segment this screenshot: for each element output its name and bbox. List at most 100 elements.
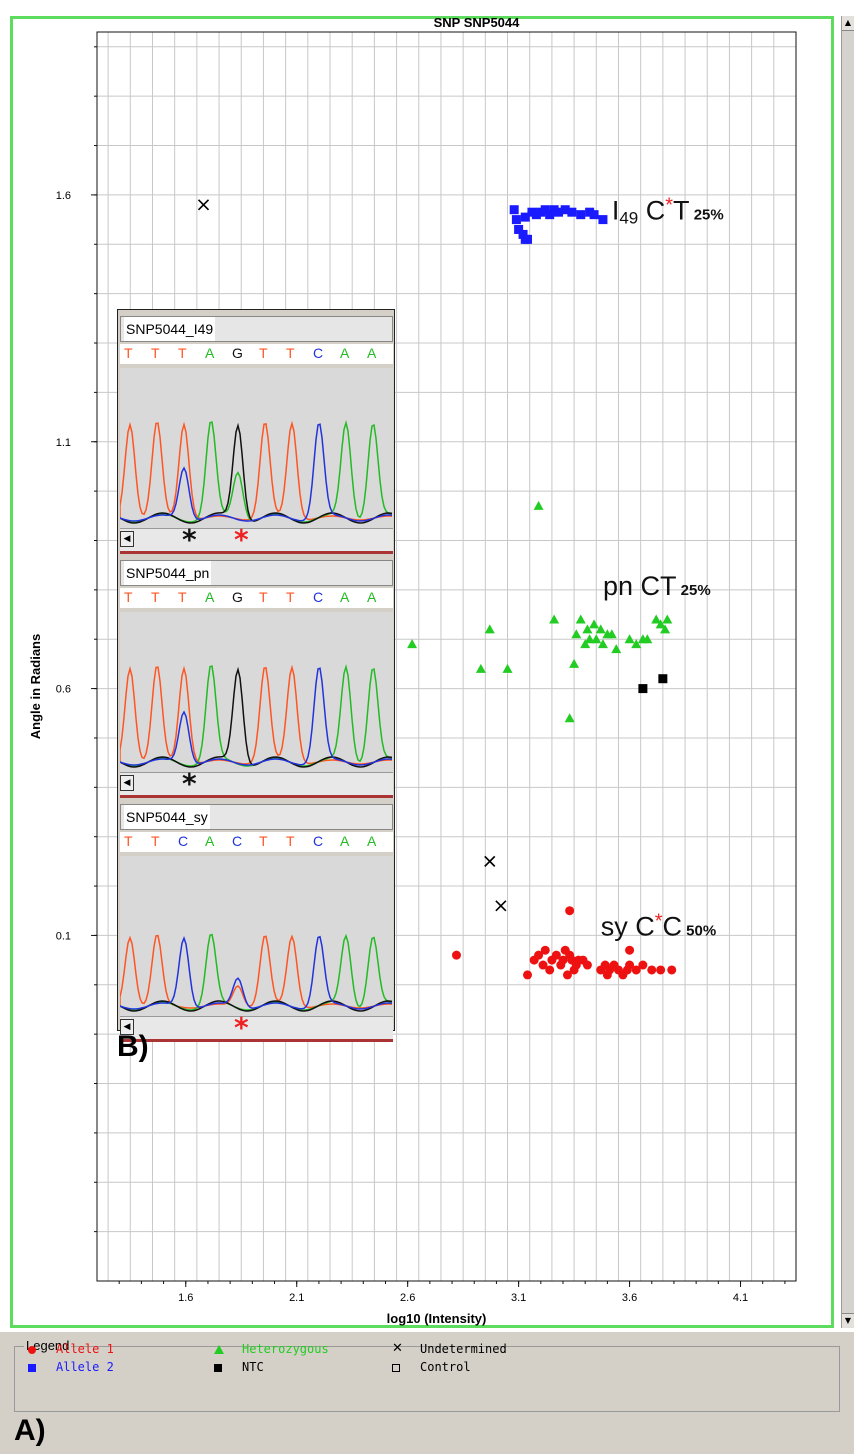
chart-title: SNP SNP5044 [434,15,521,30]
data-point-allele-1 [625,945,635,955]
sample-name-field: SNP5044_I49 [120,316,393,342]
plot-area-border [96,31,797,1282]
data-point-ntc [658,674,668,684]
x-tick-label: 4.1 [733,1292,748,1304]
x-tick-label: 2.1 [289,1292,304,1304]
y-tick-label: 0.6 [56,684,71,696]
data-point-heterozygous [611,644,622,654]
data-point-heterozygous [582,624,593,634]
data-point-allele-1 [551,950,561,960]
base-call: A [340,589,350,605]
base-call: T [178,589,187,605]
legend-label: Heterozygous [242,1342,329,1356]
legend-marker-x-icon: ✕ [392,1341,403,1356]
legend-label: Undetermined [420,1342,507,1356]
base-call: A [205,589,215,605]
data-point-heterozygous [631,639,642,649]
legend-label: Allele 2 [56,1360,114,1374]
data-point-heterozygous [595,624,606,634]
data-point-heterozygous [571,629,582,639]
base-call: C [313,345,324,361]
base-call: A [340,833,350,849]
legend-label: Allele 1 [56,1342,114,1356]
y-tick-label: 0.1 [56,930,71,942]
vertical-scrollbar[interactable]: ▲ ▼ [841,16,854,1328]
data-point-heterozygous [533,500,544,510]
chromatogram-panel: SNP5044_sy T T C A C T T C A A ◀ * [119,804,393,1044]
base-call: C [178,833,189,849]
data-point-ntc [638,684,648,694]
data-point-heterozygous [642,634,653,644]
trace-scroll-row: ◀ * * [120,523,393,556]
trace-svg [119,664,393,768]
base-call: T [151,833,160,849]
trace-svg [119,933,393,1012]
panel-separator [120,795,393,798]
panel-b-label: B) [117,1030,149,1063]
data-point-heterozygous [651,614,662,624]
data-point-allele-2 [511,215,521,225]
sample-name-field: SNP5044_sy [120,804,393,830]
data-point-heterozygous [655,619,666,629]
data-point-allele-2 [522,234,532,244]
scroll-left-arrow-icon[interactable]: ◀ [120,531,134,547]
legend-marker-circle-icon [28,1346,36,1354]
x-axis-title: log10 (Intensity) [387,1311,487,1326]
chromatogram-trace [119,368,393,528]
data-point-heterozygous [549,614,560,624]
data-point-allele-1 [631,965,641,975]
scroll-left-arrow-icon[interactable]: ◀ [120,775,134,791]
scroll-left-arrow-icon[interactable]: ◀ [120,1019,134,1035]
data-point-undetermined [484,855,496,867]
data-point-allele-2 [567,207,577,217]
legend-area: Legend Allele 1 Allele 2 Heterozygous NTC ✕ U… [0,1332,854,1454]
x-tick-label: 3.6 [622,1292,637,1304]
data-point-allele-1 [625,960,635,970]
base-call: A [340,345,350,361]
base-call: A [367,589,377,605]
data-point-allele-1 [638,960,648,970]
scroll-down-arrow-icon[interactable]: ▼ [842,1313,854,1328]
data-point-allele-1 [522,970,532,980]
data-point-allele-2 [589,210,599,220]
legend-box [14,1346,840,1412]
data-point-allele-1 [538,960,548,970]
data-point-allele-1 [565,906,575,916]
chromatogram-trace [119,612,393,772]
base-call: G [232,589,243,605]
data-point-heterozygous [407,639,418,649]
data-point-allele-1 [656,965,666,975]
data-point-allele-1 [534,950,544,960]
base-call: A [205,833,215,849]
base-call: T [124,833,133,849]
data-point-heterozygous [584,634,595,644]
genotype-label-sy: sy C*C 50% [601,910,717,941]
trace-line-c [119,423,393,522]
data-point-undetermined [495,900,507,912]
base-call: C [232,833,243,849]
data-point-undetermined [197,199,210,211]
base-call: T [259,833,268,849]
data-point-heterozygous [580,639,591,649]
base-call: T [124,345,133,361]
legend-label: NTC [242,1360,264,1374]
trace-line-a [119,664,393,767]
trace-line-a [119,420,393,523]
panel-a-label: A) [14,1414,46,1447]
scroll-up-arrow-icon[interactable]: ▲ [842,16,854,31]
sample-name-text: SNP5044_pn [124,561,212,585]
data-point-allele-1 [647,965,657,975]
chromatogram-inset: SNP5044_I49 T T T A G T T C A A ◀ * * SNP5044_pn T T T A G T… [117,309,395,1044]
trace-scroll-row: ◀ * [120,767,393,800]
trace-line-c [119,935,393,1010]
genotype-label-i49: I49 C*T 25% [612,195,724,228]
base-call: T [151,589,160,605]
trace-line-c [119,667,393,766]
base-call: A [367,833,377,849]
chromatogram-panel: SNP5044_pn T T T A G T T C A A ◀ * [119,560,393,800]
data-point-allele-2 [598,215,608,225]
data-point-allele-2 [576,210,586,220]
